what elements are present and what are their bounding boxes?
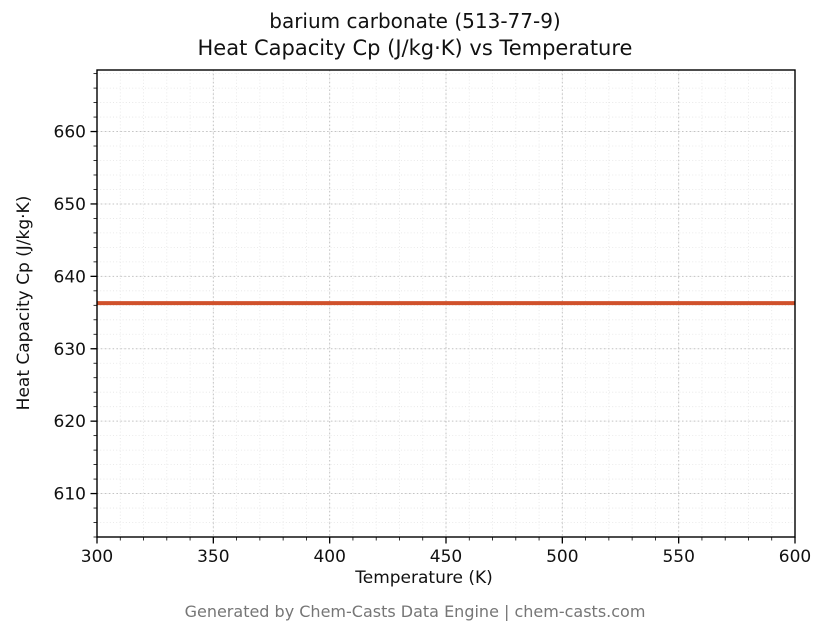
x-tick-label: 450: [430, 547, 462, 567]
y-axis-label: Heat Capacity Cp (J/kg·K): [14, 195, 34, 411]
x-tick-label: 400: [313, 547, 345, 567]
y-tick-label: 660: [54, 123, 86, 143]
x-tick-label: 300: [81, 547, 113, 567]
x-tick-label: 500: [546, 547, 578, 567]
chart-title-line1: barium carbonate (513-77-9): [269, 9, 561, 33]
plot-canvas: 300 350 400 450 500 550 600 610 620 630 640 650 660: [54, 69, 811, 567]
y-tick-label: 640: [54, 267, 86, 287]
y-tick-label: 630: [54, 340, 86, 360]
chart-title: barium carbonate (513-77-9) Heat Capacit…: [0, 8, 830, 62]
chart-title-line2: Heat Capacity Cp (J/kg·K) vs Temperature: [197, 36, 633, 60]
y-tick-label: 610: [54, 485, 86, 505]
x-tick-label: 600: [779, 547, 811, 567]
x-axis-label: Temperature (K): [355, 568, 493, 588]
x-tick-label: 350: [197, 547, 229, 567]
y-tick-label: 650: [54, 195, 86, 215]
footer-credit: Generated by Chem-Casts Data Engine | ch…: [184, 602, 646, 621]
x-tick-label: 550: [662, 547, 694, 567]
y-tick-label: 620: [54, 412, 86, 432]
